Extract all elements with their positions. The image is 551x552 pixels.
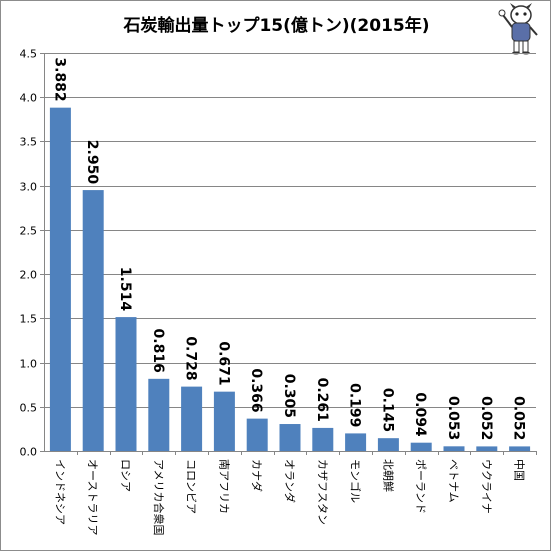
data-label: 0.305 [281,374,297,418]
y-tick-label: 3.0 [20,181,38,194]
data-label: 0.094 [412,392,428,437]
bar [82,190,104,452]
x-category-label: オーストラリア [86,459,99,535]
data-label: 0.261 [314,378,330,422]
x-category-label: カザフスタン [316,459,329,525]
y-tick-label: 2.5 [20,225,38,238]
bar [115,317,137,451]
x-category-label: ベトナム [447,459,460,503]
bar [377,438,399,451]
x-category-label: ポーランド [414,459,427,514]
bar [148,378,170,451]
data-label: 0.671 [215,341,231,385]
data-label: 1.514 [117,267,133,312]
x-category-label: 北朝鮮 [381,459,395,492]
data-label: 0.053 [445,396,461,440]
x-category-label: カナダ [250,459,264,492]
data-label: 0.728 [183,336,199,380]
y-tick-label: 0.5 [20,402,38,415]
y-tick-label: 4.5 [20,48,38,61]
x-category-label: コロンビア [185,459,198,514]
data-label: 0.052 [478,396,494,440]
y-tick-label: 1.5 [20,313,38,326]
bar [49,107,71,452]
data-label: 0.145 [379,388,395,432]
x-category-label: 中国 [513,459,526,481]
data-label: 2.950 [84,140,100,185]
x-category-label: オランダ [283,459,297,503]
data-label: 0.199 [347,383,363,427]
data-label: 0.816 [150,329,166,373]
bar [181,386,203,451]
data-label: 3.882 [51,57,67,101]
y-tick-label: 2.0 [20,269,38,282]
bar [279,424,301,451]
x-category-label: ロシア [119,459,132,492]
x-category-label: アメリカ合衆国 [152,459,166,535]
data-label: 0.052 [511,396,527,440]
bar [246,418,268,451]
y-tick-label: 3.5 [20,136,38,149]
x-category-label: 南アフリカ [217,459,230,514]
y-tick-label: 1.0 [20,358,38,371]
bar [410,442,432,451]
bar [476,446,498,451]
bar [345,433,367,451]
bar [443,446,465,451]
x-category-label: インドネシア [53,459,66,525]
bar [509,446,531,451]
x-category-label: モンゴル [349,459,363,503]
chart-title: 石炭輸出量トップ15(億トン)(2015年) [123,16,430,36]
bar [213,391,235,451]
y-tick-label: 4.0 [20,92,38,105]
bar [312,427,334,451]
data-label: 0.366 [248,368,264,412]
x-category-label: ウクライナ [480,459,493,514]
y-tick-label: 0.0 [20,446,38,459]
